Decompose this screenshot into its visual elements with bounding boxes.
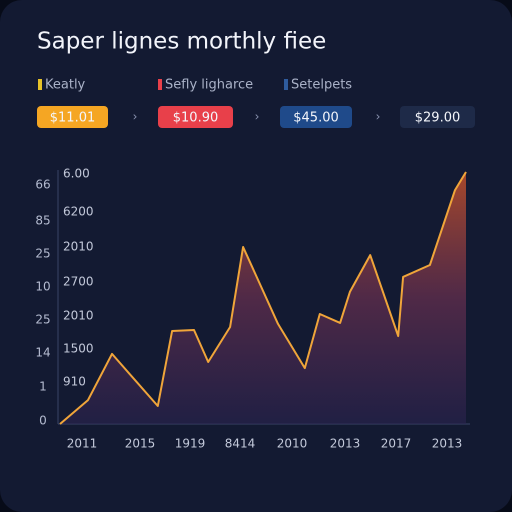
legend-label: Sefly ligharce — [165, 78, 253, 93]
x-axis-label: 2010 — [277, 437, 308, 451]
y-axis-label: 1 — [39, 380, 47, 394]
pill-label: $45.00 — [293, 111, 339, 126]
value-pill — [400, 106, 475, 128]
y-axis-label: 0 — [39, 414, 47, 428]
y-axis-label: 85 — [35, 214, 50, 228]
y-axis-label: 6.00 — [63, 167, 90, 181]
x-axis-label: 1919 — [175, 437, 206, 451]
x-axis-label: 2017 — [381, 437, 412, 451]
y-axis-label: 910 — [63, 375, 86, 389]
y-axis-label: 66 — [35, 178, 50, 192]
line — [59, 171, 467, 425]
title: Saper lignes morthly fiee — [37, 29, 326, 55]
legend-swatch — [38, 79, 42, 90]
arrow: › — [376, 110, 381, 124]
y-axis-label: 25 — [35, 313, 50, 327]
y-axis-label: 10 — [35, 280, 50, 294]
value-pill — [158, 106, 233, 128]
value-pill — [37, 106, 108, 128]
value-pill — [280, 106, 352, 128]
x-axis-label: 2013 — [432, 437, 463, 451]
arrow: › — [255, 110, 260, 124]
y-axis-label: 25 — [35, 247, 50, 261]
x-axis-label: 2015 — [125, 437, 156, 451]
y-axis-label: 14 — [35, 346, 50, 360]
pill-label: $29.00 — [415, 111, 461, 126]
x-axis-label: 8414 — [225, 437, 256, 451]
legend-label: Setelpets — [291, 78, 352, 93]
y-axis-label: 2010 — [63, 309, 94, 323]
pill-label: $11.01 — [50, 111, 96, 126]
arrow: › — [133, 110, 138, 124]
y-axis-label: 2700 — [63, 275, 94, 289]
legend-swatch — [284, 79, 288, 90]
y-axis-label: 1500 — [63, 342, 94, 356]
x-axis-label: 2011 — [67, 437, 98, 451]
area — [60, 172, 466, 424]
legend-swatch — [158, 79, 162, 90]
pill-label: $10.90 — [173, 111, 219, 126]
x-axis-label: 2013 — [330, 437, 361, 451]
y-axis-label: 2010 — [63, 240, 94, 254]
legend-label: Keatly — [45, 78, 86, 93]
y-axis-label: 6200 — [63, 205, 94, 219]
